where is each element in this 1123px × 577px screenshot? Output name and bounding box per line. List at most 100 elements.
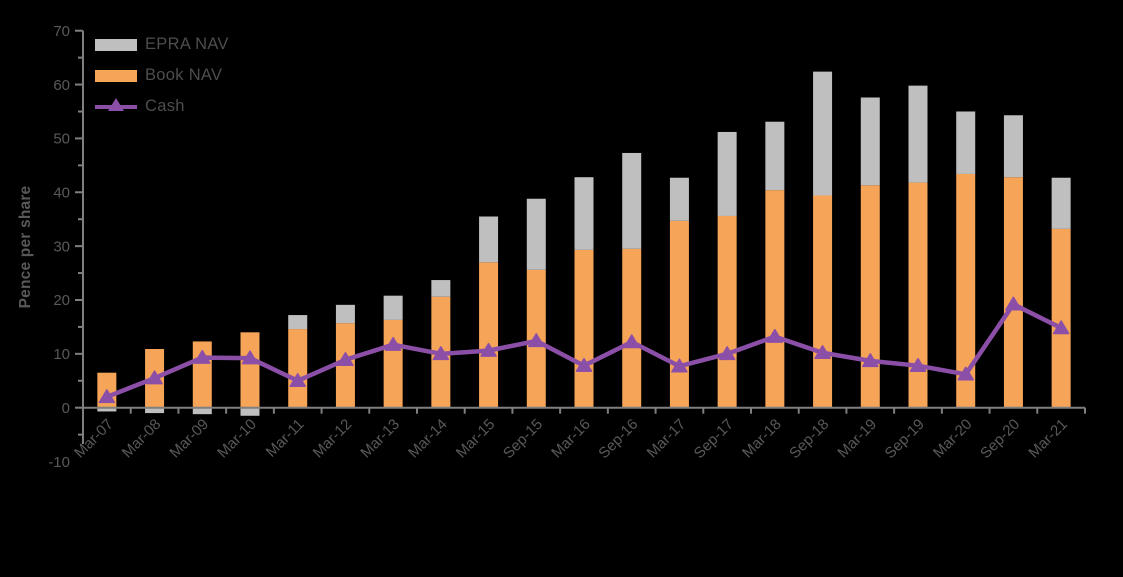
bar-book-nav-Sep-16 xyxy=(622,248,642,408)
legend-label-book-nav: Book NAV xyxy=(145,66,223,84)
bar-epra-nav-Mar-19 xyxy=(860,97,880,186)
cash-line-group xyxy=(98,296,1070,404)
cash-marker-Mar-17 xyxy=(671,358,688,373)
cash-line-triangle-icon xyxy=(95,97,137,113)
y-tick-label: 70 xyxy=(53,23,70,40)
cash-marker-Mar-21 xyxy=(1052,320,1070,335)
bar-book-nav-Sep-17 xyxy=(717,215,737,408)
x-tick-label: Sep-18 xyxy=(786,416,832,462)
bar-book-nav-Sep-19 xyxy=(908,182,928,408)
cash-marker-Sep-19 xyxy=(909,357,927,372)
bar-epra-nav-Mar-16 xyxy=(574,177,594,250)
cash-marker-Mar-12 xyxy=(337,352,354,367)
bar-book-nav-Mar-16 xyxy=(574,249,594,408)
x-tick-label: Mar-17 xyxy=(644,416,690,462)
axes-group xyxy=(75,29,1086,444)
y-tick-label: 10 xyxy=(53,346,70,363)
x-tick-label: Mar-10 xyxy=(214,416,260,462)
cash-marker-Sep-20 xyxy=(1005,296,1022,311)
cash-marker-Sep-16 xyxy=(623,334,640,349)
x-tick-label: Mar-15 xyxy=(453,416,499,462)
bar-book-nav-Mar-21 xyxy=(1051,228,1071,408)
bar-book-nav-Mar-11 xyxy=(288,329,308,408)
y-tick-labels: -10 0 10 20 30 40 50 60 70 xyxy=(48,23,70,471)
x-tick-label: Mar-12 xyxy=(310,416,356,462)
bar-book-nav-Sep-18 xyxy=(813,195,833,408)
legend-item-cash: Cash xyxy=(95,95,229,118)
legend: EPRA NAV Book NAV Cash xyxy=(95,33,229,126)
y-tick-label: 60 xyxy=(53,77,70,94)
x-tick-label: Mar-14 xyxy=(405,416,451,462)
legend-item-book-nav: Book NAV xyxy=(95,64,229,87)
x-tick-label: Mar-19 xyxy=(834,416,880,462)
x-tick-label: Mar-08 xyxy=(119,416,165,462)
y-tick-label: 40 xyxy=(53,185,70,202)
x-tick-label: Mar-16 xyxy=(548,416,594,462)
x-tick-label: Mar-20 xyxy=(930,416,976,462)
x-tick-label: Mar-09 xyxy=(166,416,212,462)
epra-nav-swatch-icon xyxy=(95,38,137,51)
bar-book-nav-Mar-13 xyxy=(383,319,403,408)
y-tick-label: -10 xyxy=(48,454,70,471)
cash-marker-Mar-15 xyxy=(480,342,497,357)
bar-book-nav-Mar-20 xyxy=(956,173,976,408)
cash-marker-Sep-18 xyxy=(814,345,831,360)
bar-epra-nav-Sep-18 xyxy=(813,71,833,196)
cash-marker-Mar-08 xyxy=(146,370,163,385)
bar-epra-nav-Mar-20 xyxy=(956,111,976,174)
bar-book-nav-Mar-19 xyxy=(860,185,880,408)
y-axis-title: Pence per share xyxy=(17,185,34,309)
cash-marker-Mar-10 xyxy=(241,350,259,365)
x-tick-label: Mar-18 xyxy=(739,416,785,462)
y-tick-label: 30 xyxy=(53,238,70,255)
x-tick-label: Sep-16 xyxy=(595,416,641,462)
bar-epra-nav-Mar-13 xyxy=(383,295,403,320)
bar-epra-nav-Mar-11 xyxy=(288,315,308,330)
cash-marker-Mar-07 xyxy=(98,389,116,404)
bar-epra-nav-Sep-20 xyxy=(1003,115,1023,178)
x-tick-label: Mar-07 xyxy=(71,416,117,462)
bar-epra-nav-Sep-15 xyxy=(526,198,546,270)
y-tick-label: 0 xyxy=(62,400,70,417)
legend-label-epra-nav: EPRA NAV xyxy=(145,35,229,53)
cash-marker-Mar-09 xyxy=(194,349,211,364)
bar-book-nav-Mar-18 xyxy=(765,190,785,408)
y-tick-label: 50 xyxy=(53,131,70,148)
legend-item-epra-nav: EPRA NAV xyxy=(95,33,229,56)
bars-group xyxy=(97,71,1071,416)
cash-marker-Mar-20 xyxy=(957,366,974,381)
bar-epra-nav-Sep-17 xyxy=(717,131,737,216)
x-tick-label: Sep-20 xyxy=(977,416,1023,462)
bar-epra-nav-Mar-21 xyxy=(1051,177,1071,229)
bar-epra-nav-Mar-18 xyxy=(765,121,785,191)
bar-epra-nav-Mar-10 xyxy=(240,407,260,416)
book-nav-swatch-icon xyxy=(95,69,137,82)
x-tick-label: Mar-21 xyxy=(1025,416,1071,462)
bar-epra-nav-Mar-17 xyxy=(669,177,689,221)
x-tick-label: Mar-13 xyxy=(357,416,403,462)
legend-label-cash: Cash xyxy=(145,97,185,115)
bar-book-nav-Mar-17 xyxy=(669,220,689,408)
cash-marker-Sep-17 xyxy=(718,346,736,361)
cash-marker-Mar-14 xyxy=(432,346,450,361)
bar-epra-nav-Mar-14 xyxy=(431,280,451,297)
cash-marker-Sep-15 xyxy=(528,333,545,348)
bar-epra-nav-Mar-08 xyxy=(145,407,165,414)
x-tick-label: Mar-11 xyxy=(263,416,308,461)
x-tick-label: Sep-17 xyxy=(691,416,737,462)
bar-epra-nav-Sep-19 xyxy=(908,85,928,183)
bar-book-nav-Mar-15 xyxy=(479,262,499,408)
bar-epra-nav-Mar-15 xyxy=(479,216,499,263)
bar-epra-nav-Mar-12 xyxy=(335,304,355,324)
bar-epra-nav-Mar-09 xyxy=(192,407,212,415)
cash-marker-Mar-16 xyxy=(575,357,593,372)
x-tick-label: Sep-19 xyxy=(882,416,928,462)
cash-marker-Mar-13 xyxy=(384,336,402,351)
x-tick-labels: Mar-07 Mar-08 Mar-09 Mar-10 Mar-11 Mar-12 Mar-… xyxy=(71,416,1071,462)
bar-epra-nav-Mar-07 xyxy=(97,407,117,412)
bar-epra-nav-Sep-16 xyxy=(622,152,642,249)
cash-marker-Mar-19 xyxy=(862,353,879,368)
cash-marker-Mar-11 xyxy=(289,373,306,388)
